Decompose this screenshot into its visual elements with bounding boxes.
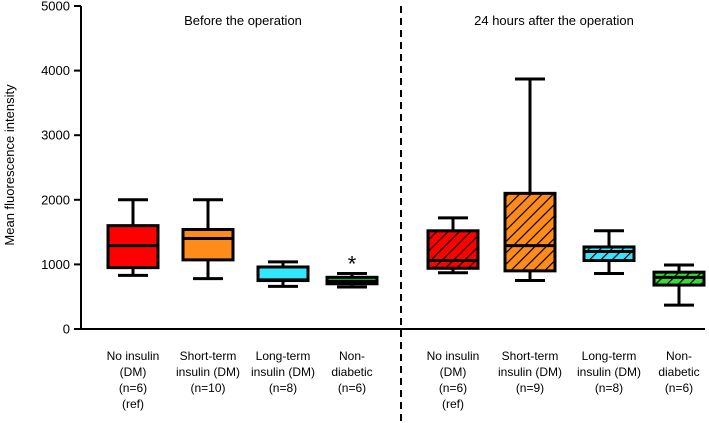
- category-label: (n=8): [595, 381, 623, 395]
- box-group: [256, 260, 310, 288]
- category-label: (n=6): [338, 381, 366, 395]
- category-label: (n=9): [516, 381, 544, 395]
- category-label: No insulin: [107, 349, 160, 363]
- category-label: insulin (DM): [251, 365, 315, 379]
- y-tick-label: 0: [63, 322, 70, 337]
- box-group: [106, 198, 160, 277]
- category-label: diabetic: [331, 365, 372, 379]
- box-group: [181, 198, 235, 281]
- box-group: [503, 77, 557, 283]
- category-label: (ref): [122, 397, 144, 411]
- category-label: Long-term: [582, 349, 637, 363]
- category-label: Non-: [666, 349, 692, 363]
- box-series: *: [106, 77, 706, 307]
- y-tick-label: 4000: [41, 63, 70, 78]
- box-group: [426, 216, 480, 275]
- category-label: insulin (DM): [577, 365, 641, 379]
- box-iqr: [582, 245, 636, 263]
- category-label: Non-: [339, 349, 365, 363]
- y-tick-label: 2000: [41, 192, 70, 207]
- category-label: (n=6): [665, 381, 693, 395]
- box-group: [652, 263, 706, 307]
- panel-title: Before the operation: [184, 13, 302, 28]
- box-group: *: [325, 251, 379, 289]
- category-label: insulin (DM): [498, 365, 562, 379]
- category-labels: No insulin (DM) (n=6) (ref) Short-term insuli…: [107, 349, 700, 411]
- category-label: (DM): [440, 365, 467, 379]
- category-label: insulin (DM): [176, 365, 240, 379]
- category-label: Long-term: [256, 349, 311, 363]
- box-iqr: [426, 229, 480, 270]
- y-tick-label: 5000: [41, 0, 70, 14]
- category-label: Short-term: [502, 349, 559, 363]
- category-label: (n=6): [439, 381, 467, 395]
- box-iqr: [503, 191, 557, 273]
- category-label: (n=8): [269, 381, 297, 395]
- category-label: Short-term: [180, 349, 237, 363]
- box-iqr: [181, 228, 235, 262]
- y-tick-label: 1000: [41, 257, 70, 272]
- category-label: (ref): [442, 397, 464, 411]
- category-label: No insulin: [427, 349, 480, 363]
- y-axis-ticks: 0 1000 2000 3000 4000 5000: [41, 0, 81, 337]
- panel-title: 24 hours after the operation: [474, 13, 634, 28]
- category-label: (n=6): [119, 381, 147, 395]
- category-label: diabetic: [658, 365, 699, 379]
- y-axis-title: Mean fluorescence intensity: [2, 84, 17, 246]
- panel-titles: Before the operation 24 hours after the o…: [184, 13, 634, 28]
- significance-marker: *: [348, 251, 357, 276]
- category-label: (n=10): [190, 381, 225, 395]
- box-group: [582, 229, 636, 275]
- y-tick-label: 3000: [41, 128, 70, 143]
- category-label: (DM): [120, 365, 147, 379]
